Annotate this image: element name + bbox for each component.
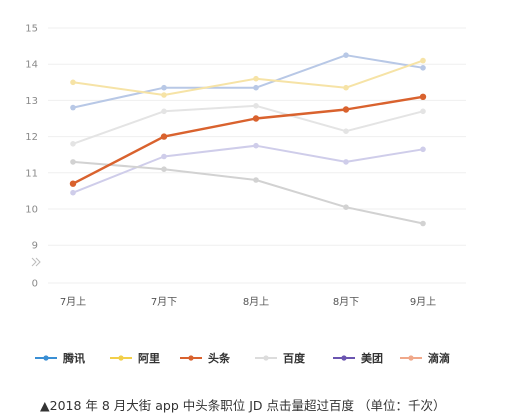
legend: 腾讯 阿里 头条 百度 美团 滴滴 [35, 351, 450, 365]
chart-caption: ▲2018 年 8 月大街 app 中头条职位 JD 点击量超过百度 （单位：千… [40, 398, 446, 413]
legend-marker [263, 355, 269, 361]
legend-marker [408, 355, 414, 361]
y-tick-label: 12 [25, 132, 38, 143]
data-point [161, 153, 167, 160]
data-point [420, 65, 426, 71]
legend-label: 百度 [283, 351, 306, 365]
y-tick-label: 14 [25, 60, 38, 71]
x-tick-label: 7月上 [60, 296, 86, 308]
y-tick-label: 11 [25, 168, 38, 179]
data-point [253, 84, 259, 91]
data-point [343, 159, 349, 165]
y-tick-label: 0 [32, 279, 38, 290]
series-lines [69, 52, 427, 227]
data-point [253, 142, 259, 149]
y-tick-label: 15 [25, 24, 38, 35]
data-point [420, 57, 426, 64]
legend-marker [118, 355, 124, 361]
series-line [72, 59, 424, 96]
data-point [253, 75, 259, 82]
data-point [342, 106, 350, 113]
data-point [70, 159, 76, 165]
series-line [72, 104, 424, 145]
series-line [72, 54, 424, 109]
legend-marker [188, 355, 194, 361]
data-point [160, 133, 168, 140]
data-point [419, 93, 427, 101]
data-point [343, 52, 349, 58]
series-line [72, 95, 424, 185]
y-tick-label: 9 [32, 241, 38, 252]
data-point [70, 79, 76, 86]
data-point [161, 92, 167, 98]
legend-label: 滴滴 [428, 351, 450, 365]
legend-label: 头条 [208, 351, 231, 365]
data-point [420, 220, 426, 227]
data-point [69, 180, 77, 187]
y-axis-ticks: 15 14 13 12 11 10 9 0 [25, 24, 41, 290]
data-point [343, 84, 349, 91]
data-point [70, 141, 76, 147]
x-tick-label: 8月下 [333, 296, 359, 308]
data-point [161, 84, 167, 91]
x-tick-label: 8月上 [243, 296, 269, 308]
legend-marker [341, 355, 347, 361]
data-point [70, 189, 76, 196]
y-tick-label: 10 [25, 205, 38, 216]
data-point [70, 104, 76, 111]
x-tick-label: 7月下 [151, 296, 177, 308]
data-point [343, 128, 349, 134]
legend-marker [43, 355, 49, 361]
data-point [252, 115, 260, 122]
legend-label: 阿里 [138, 351, 160, 365]
x-axis-ticks: 7月上 7月下 8月上 8月下 9月上 [60, 296, 436, 308]
data-point [420, 108, 426, 115]
axis-break-icon [31, 257, 41, 267]
legend-label: 美团 [361, 351, 383, 365]
data-point [420, 146, 426, 153]
series-line [72, 144, 424, 194]
data-point [343, 204, 349, 210]
data-point [161, 108, 167, 115]
x-tick-label: 9月上 [410, 296, 436, 308]
line-chart: 15 14 13 12 11 10 9 0 7月上 7月下 8月上 8月下 9月上 腾讯 阿里 头条 百度 美… [25, 24, 466, 365]
data-point [253, 103, 259, 109]
y-tick-label: 13 [25, 96, 38, 107]
legend-label: 腾讯 [63, 351, 85, 365]
data-point [161, 166, 167, 172]
data-point [253, 177, 259, 183]
grid-lines [48, 27, 466, 284]
